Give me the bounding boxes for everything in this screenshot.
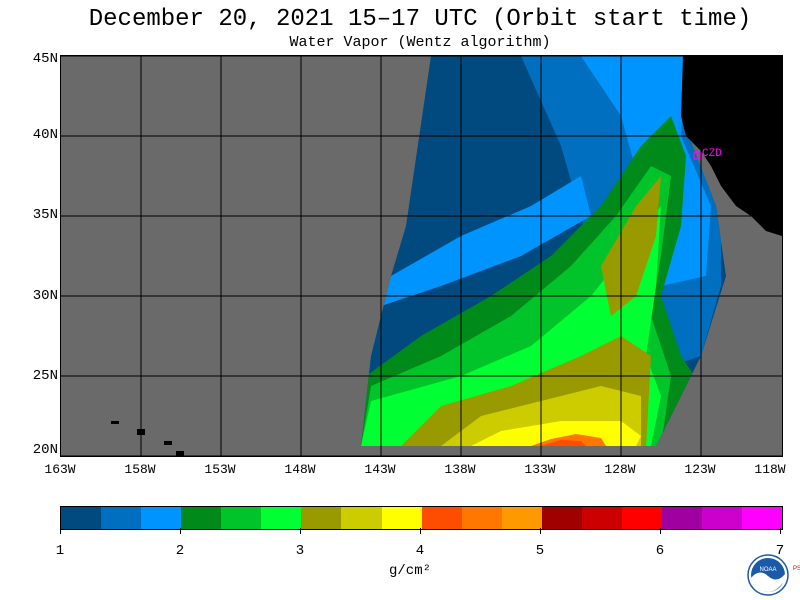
colorbar-segment: [702, 507, 743, 529]
colorbar-segment: [621, 507, 662, 529]
land-mass: [681, 56, 782, 236]
lon-label-163w: 163W: [44, 462, 76, 477]
lat-label-20n: 20N: [32, 442, 58, 458]
map-canvas: CZD: [61, 56, 782, 456]
map-subtitle: Water Vapor (Wentz algorithm): [289, 34, 551, 51]
lon-label-143w: 143W: [364, 462, 396, 477]
colorbar-label-5: 5: [535, 543, 545, 559]
colorbar-tick: [780, 528, 781, 534]
map-title: December 20, 2021 15–17 UTC (Orbit start…: [88, 6, 752, 33]
station-marker-icon: [693, 152, 701, 160]
colorbar-label-6: 6: [655, 543, 665, 559]
colorbar-segment: [461, 507, 502, 529]
colorbar-segment: [261, 507, 302, 529]
colorbar-segment: [661, 507, 702, 529]
hawaiian-islands: [111, 421, 184, 456]
moisture-core-red: [541, 440, 586, 446]
lon-label-133w: 133W: [524, 462, 556, 477]
station-label: CZD: [702, 148, 722, 160]
water-vapor-map: CZD: [60, 55, 783, 457]
noaa-logo-icon: NOAA: [747, 554, 789, 596]
lat-label-40n: 40N: [32, 127, 58, 143]
moisture-band-orange: [531, 434, 606, 446]
lat-label-45n: 45N: [32, 51, 58, 67]
colorbar-segment: [101, 507, 142, 529]
colorbar-label-4: 4: [415, 543, 425, 559]
colorbar-label-3: 3: [295, 543, 305, 559]
colorbar-tick: [540, 528, 541, 534]
colorbar-segment: [501, 507, 542, 529]
colorbar-tick: [180, 528, 181, 534]
colorbar-segment: [581, 507, 622, 529]
lon-label-153w: 153W: [204, 462, 236, 477]
colorbar-unit-label: g/cm²: [388, 563, 431, 579]
lon-label-128w: 128W: [604, 462, 636, 477]
colorbar-segment: [61, 507, 102, 529]
lat-lon-grid: [61, 56, 782, 456]
colorbar-segment: [141, 507, 182, 529]
colorbar-tick: [420, 528, 421, 534]
colorbar-label-2: 2: [175, 543, 185, 559]
lon-label-148w: 148W: [284, 462, 316, 477]
lat-label-30n: 30N: [32, 288, 58, 304]
colorbar-tick: [300, 528, 301, 534]
lat-label-25n: 25N: [32, 368, 58, 384]
lon-label-123w: 123W: [684, 462, 716, 477]
colorbar-tick: [660, 528, 661, 534]
lon-label-118w: 118W: [754, 462, 786, 477]
colorbar-segment: [381, 507, 422, 529]
colorbar-label-7: 7: [775, 543, 785, 559]
colorbar-tick: [60, 528, 61, 534]
colorbar-segment: [541, 507, 582, 529]
lon-label-138w: 138W: [444, 462, 476, 477]
colorbar-segment: [742, 507, 783, 529]
swath-blue-band: [381, 176, 591, 306]
colorbar-segment: [421, 507, 462, 529]
colorbar: [60, 506, 783, 530]
lon-label-158w: 158W: [124, 462, 156, 477]
colorbar-segment: [341, 507, 382, 529]
colorbar-segment: [221, 507, 262, 529]
colorbar-segment: [181, 507, 222, 529]
colorbar-label-1: 1: [55, 543, 65, 559]
lat-label-35n: 35N: [32, 207, 58, 223]
logo-text: NOAA: [759, 567, 776, 573]
colorbar-segment: [301, 507, 342, 529]
psl-tag: PSL: [793, 566, 800, 572]
moisture-core-olive: [601, 176, 661, 316]
